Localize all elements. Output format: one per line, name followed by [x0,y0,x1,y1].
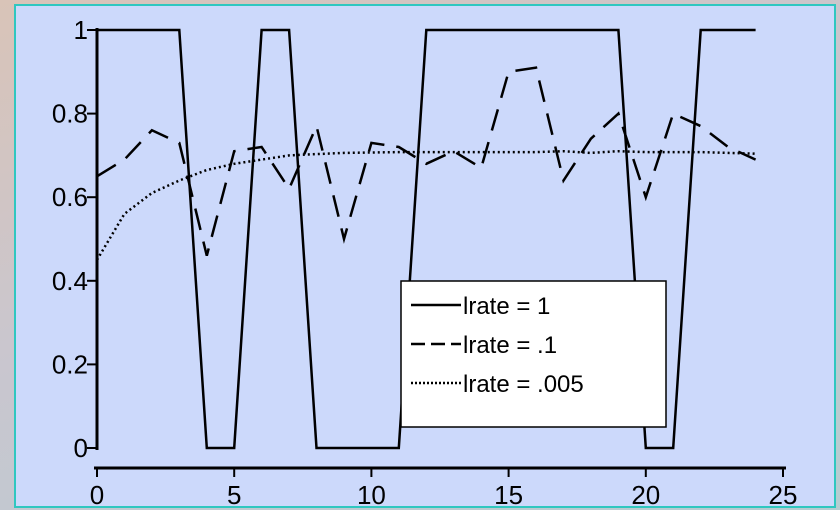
x-tick-label: 25 [769,480,798,510]
y-tick-label: 0.2 [52,349,88,379]
chart-panel: 0 0.2 0.4 0.6 0.8 1 0 5 10 15 20 25 lrate = 1 lrate … [14,4,836,510]
y-tick-label: 0.8 [52,99,88,129]
x-tick-label: 5 [227,480,241,510]
x-tick-label: 15 [494,480,523,510]
legend: lrate = 1 lrate = .1 lrate = .005 [400,280,667,428]
series-line-2 [96,66,757,257]
line-chart: 00.20.40.60.810 5 10 15 20 25 lrate = 1lrate … [52,15,798,510]
y-tick-label: 0 [74,433,88,463]
y-tick-label: 1 [74,15,88,45]
legend-label: lrate = 1 [463,293,550,320]
x-tick-label: 20 [631,480,660,510]
legend-label: lrate = .005 [463,371,584,398]
legend-label: lrate = .1 [463,332,557,359]
y-tick-label: 0.4 [52,266,88,296]
series-line-1 [97,28,756,450]
axes: 00.20.40.60.810 5 10 15 20 25 [52,15,798,510]
series-layer [95,28,757,450]
y-tick-label: 0.6 [52,182,88,212]
x-tick-label: 0 [90,480,104,510]
x-tick-label: 10 [357,480,386,510]
